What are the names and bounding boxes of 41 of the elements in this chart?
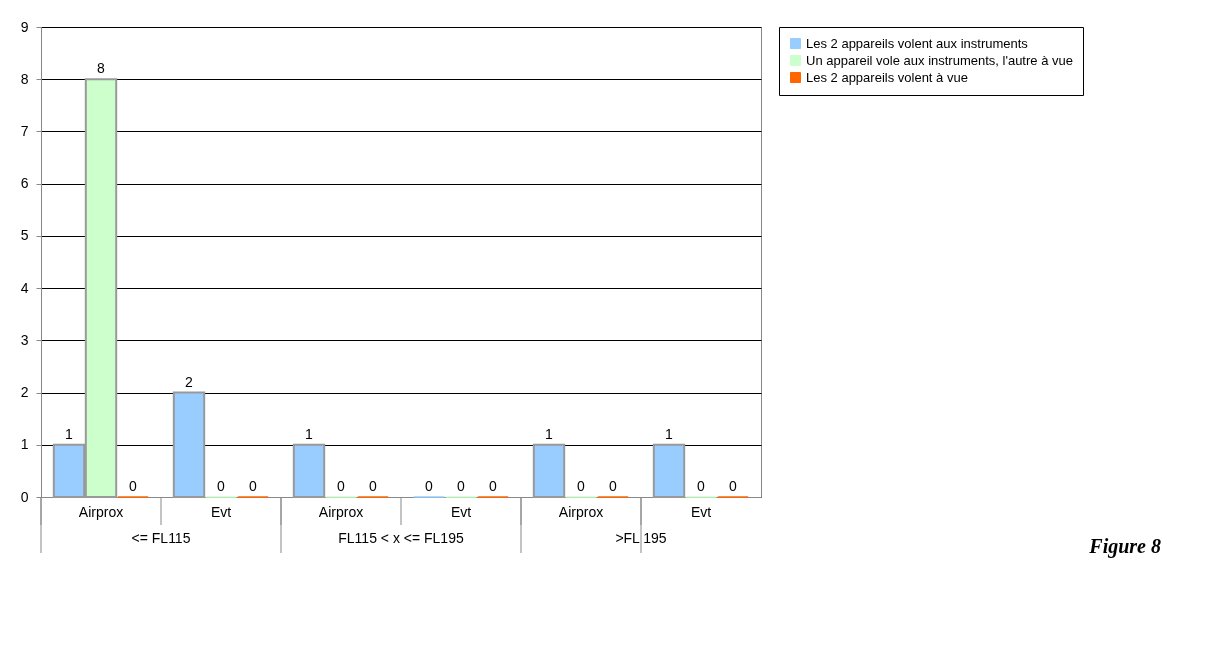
text: <= FL115	[131, 530, 191, 546]
x-tick-label: Evt	[690, 503, 712, 520]
x-tick-label: Airprox	[558, 503, 604, 520]
legend-label: Les 2 appareils volent à vue	[806, 69, 968, 85]
y-tick-label: 0	[20, 488, 29, 505]
text: >FL 195	[615, 530, 667, 546]
data-label: 0	[249, 478, 258, 494]
data-label: 0	[337, 478, 346, 494]
data-label: 0	[697, 478, 706, 494]
data-label: 2	[185, 373, 194, 390]
data-label: 1	[545, 425, 554, 442]
y-tick-label: 7	[20, 122, 29, 139]
y-tick-label: 2	[20, 384, 29, 401]
y-tick-label: 4	[20, 279, 29, 296]
y-tick-label: 5	[20, 227, 29, 244]
data-label: 0	[729, 478, 738, 494]
data-label: 0	[129, 478, 138, 494]
data-label: 1	[65, 425, 74, 442]
caption: Figure 8	[1088, 535, 1161, 558]
data-label: 8	[97, 60, 106, 77]
data-label: 0	[577, 478, 586, 494]
data-label: 0	[369, 478, 378, 494]
text: FL115 < x <= FL195	[338, 530, 464, 546]
data-label: 0	[489, 478, 498, 494]
y-tick-label: 9	[20, 18, 29, 35]
legend-label: Un appareil vole aux instruments, l'autre à vue	[806, 52, 1073, 68]
data-label: 0	[425, 478, 434, 494]
y-tick-label: 1	[20, 436, 29, 453]
data-label: 0	[609, 478, 618, 494]
data-label: 1	[665, 425, 674, 442]
x-tick-label: Airprox	[318, 503, 364, 520]
data-label: 0	[457, 478, 466, 494]
data-label: 0	[217, 478, 226, 494]
y-tick-label: 6	[20, 175, 29, 192]
x-tick-label: Evt	[210, 503, 232, 520]
data-label: 1	[305, 425, 314, 442]
x-tick-label: Airprox	[78, 503, 124, 520]
legend-label: Les 2 appareils volent aux instruments	[806, 35, 1029, 51]
y-tick-label: 8	[20, 70, 29, 87]
y-tick-label: 3	[20, 331, 29, 348]
x-tick-label: Evt	[450, 503, 472, 520]
